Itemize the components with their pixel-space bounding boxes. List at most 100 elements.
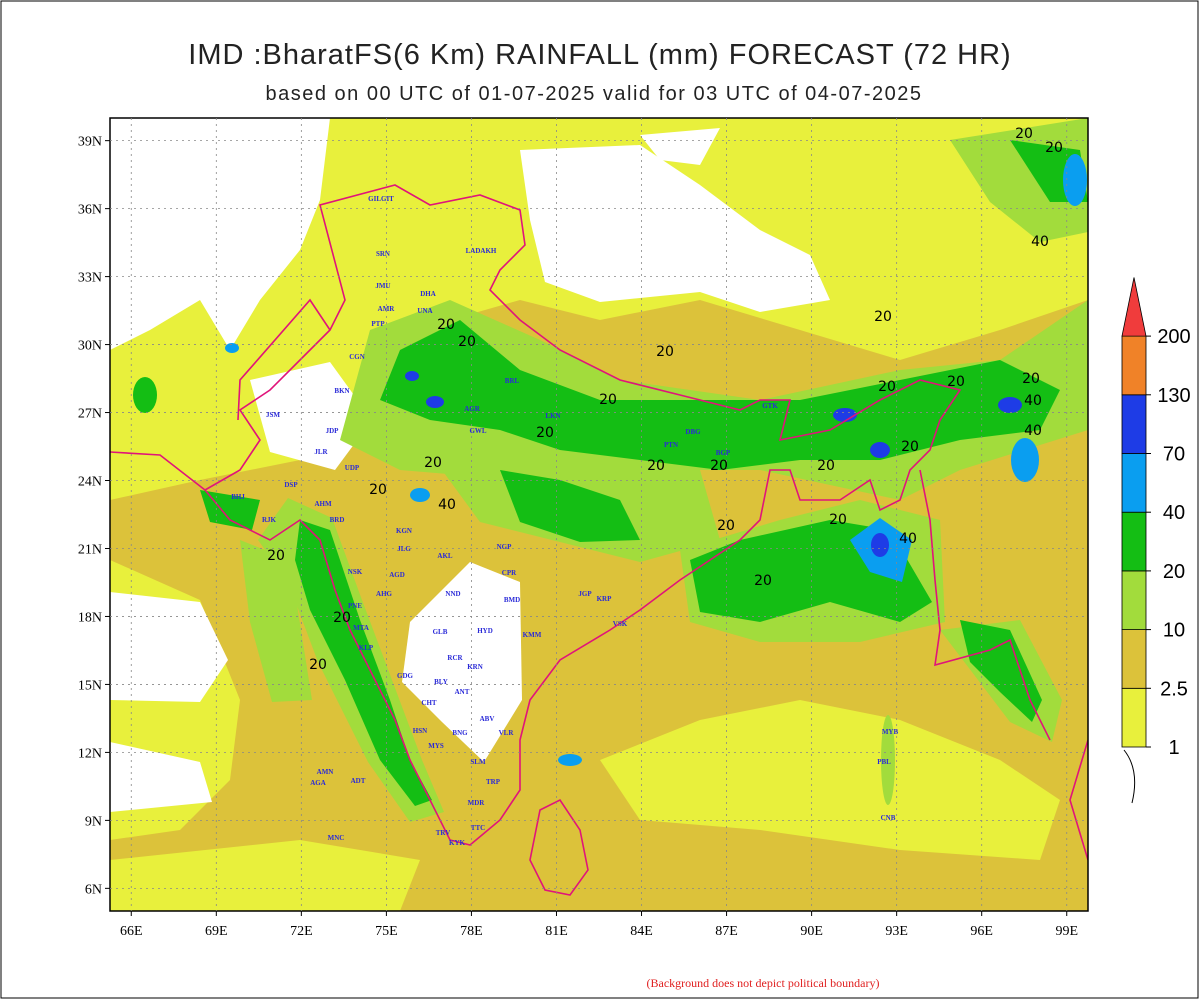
x-tick-label: 78E [460,924,483,939]
station-label: MYS [428,742,444,750]
station-label: SRN [376,250,390,258]
station-label: JDP [326,427,340,435]
field-dry [110,592,228,702]
field-dark-blue [870,442,890,458]
note: (Background does not depict political bo… [647,976,880,990]
field-dark-blue [426,396,444,408]
station-label: MTA [353,624,369,632]
field-dry [402,562,522,762]
myanmar-boundary [919,469,1088,861]
field-dry [110,118,330,350]
legend-hook [1123,749,1136,804]
legend-box [1121,629,1147,689]
station-label: JLR [314,448,328,456]
contour-label: 20 [1015,126,1033,142]
station-label: DSP [284,481,298,489]
field-blue [410,488,430,502]
station-label: CNB [881,814,896,822]
legend-box [1121,687,1147,748]
field-green [500,470,640,542]
y-tick-label: 39N [78,135,102,150]
contour-label: 20 [717,518,735,534]
x-tick-label: 72E [290,924,313,939]
contour-label: 20 [901,439,919,455]
contour-label: 20 [267,548,285,564]
x-tick-label: 90E [800,924,823,939]
x-tick-label: 99E [1055,924,1078,939]
contour-label: 40 [1031,234,1049,250]
y-tick-label: 30N [78,339,102,354]
legend-label: 20 [1163,561,1185,583]
y-tick-label: 24N [78,475,102,490]
station-label: CPR [502,569,517,577]
legend-box [1121,335,1147,396]
contour-label: 20 [817,458,835,474]
station-label: KRP [597,595,613,603]
station-label: BGP [716,449,731,457]
contour-label: 40 [899,531,917,547]
field-dry [110,742,212,812]
contour-label: 20 [1022,371,1040,387]
station-label: TRP [486,778,501,786]
station-label: AGR [464,405,481,413]
contour-label: 20 [829,512,847,528]
station-label: AGA [310,779,326,787]
station-label: RCR [447,654,463,662]
field-yellow [110,840,420,911]
y-tick-label: 21N [78,542,102,557]
station-label: AMR [378,305,396,313]
contour-label: 20 [710,458,728,474]
field-dark-blue [998,397,1022,413]
station-label: HSN [413,727,427,735]
station-label: GLB [433,628,448,636]
station-label: LADAKH [466,247,497,255]
station-label: GDG [397,672,414,680]
x-tick-label: 75E [375,924,398,939]
contour-label: 20 [458,334,476,350]
y-tick-label: 6N [85,882,102,897]
y-tick-label: 36N [78,203,102,218]
station-label: JSM [266,411,280,419]
legend-label: 10 [1163,620,1185,642]
station-label: SLM [470,758,486,766]
station-label: KLP [359,644,374,652]
y-tick-label: 33N [78,271,102,286]
station-label: MDR [468,799,486,807]
india-boundary [203,184,962,846]
field-green [133,377,157,413]
field-light-green [881,715,895,805]
x-tick-label: 66E [120,924,143,939]
station-label: BRL [505,377,520,385]
station-label: PBL [877,758,891,766]
legend-box [1121,511,1147,572]
y-tick-label: 27N [78,407,102,422]
station-label: LKN [545,412,560,420]
contour-label: 20 [437,317,455,333]
field-green [200,490,260,530]
field-green [960,620,1042,722]
station-label: NGP [497,543,513,551]
station-label: VSK [613,620,628,628]
station-label: KGN [396,527,412,535]
station-label: CGN [349,353,365,361]
station-label: JMU [375,282,390,290]
station-label: AHM [314,500,332,508]
field-blue [225,343,239,353]
station-label: BKN [334,387,349,395]
contour-label: 20 [333,610,351,626]
station-label: PNE [348,602,362,610]
station-label: KRN [467,663,483,671]
y-tick-label: 18N [78,610,102,625]
field-green [380,320,1060,470]
station-label: BNG [452,729,468,737]
field-dry [250,362,372,470]
station-label: BHJ [231,493,245,501]
contour-label: 40 [1024,393,1042,409]
legend-label: 40 [1163,502,1185,524]
srilanka-boundary [529,798,589,896]
station-label: PTP [371,320,385,328]
station-label: JLG [397,545,411,553]
field-blue [1011,438,1039,482]
subtitle: based on 00 UTC of 01-07-2025 valid for … [265,83,922,105]
